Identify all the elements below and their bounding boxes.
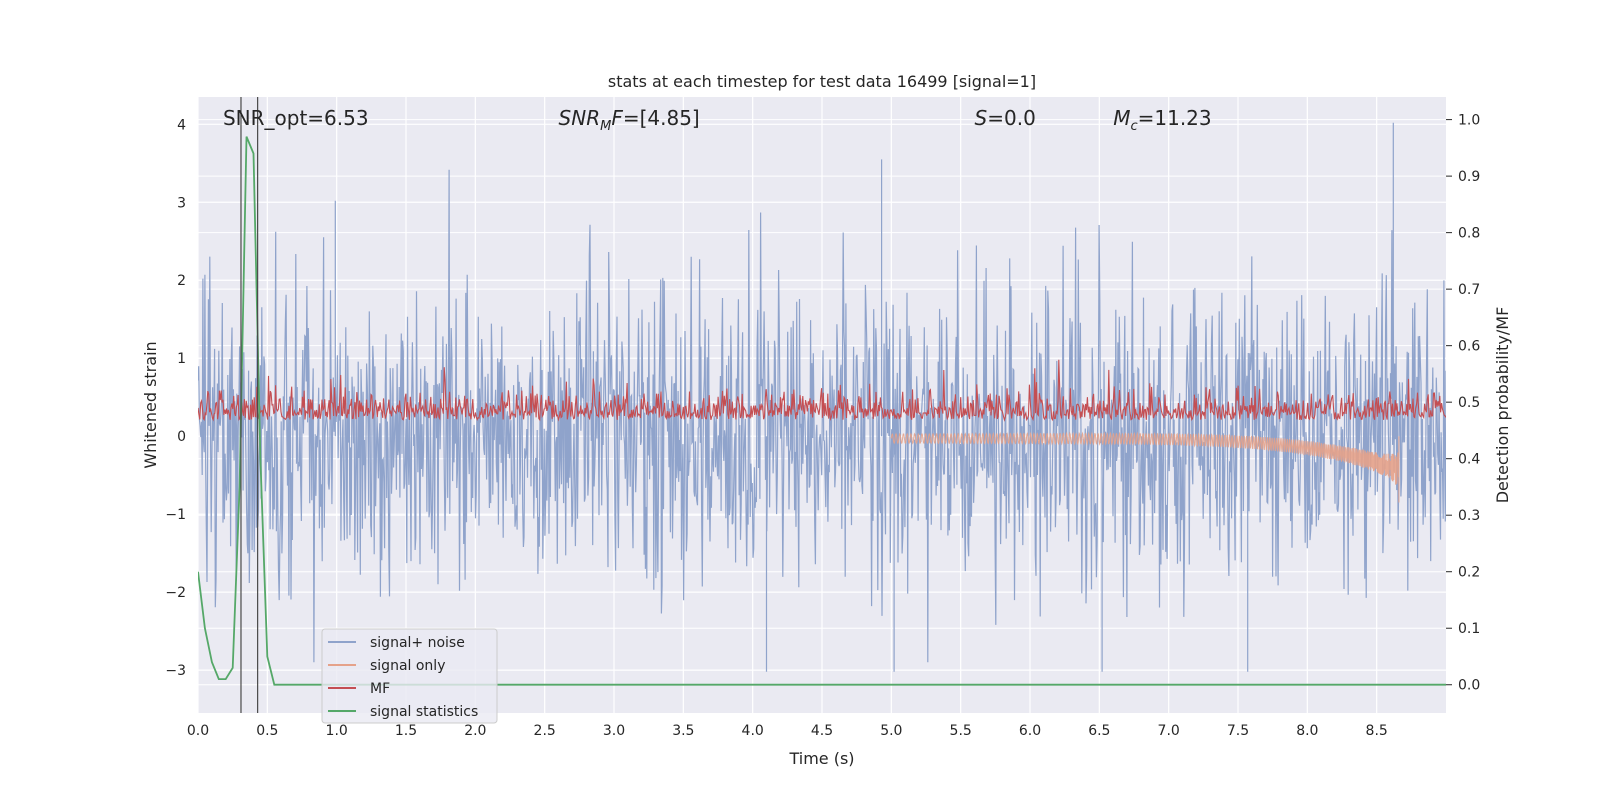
annotation-snr-mf: SNRMF=[4.85] [559,106,700,134]
x-tick-label: 5.5 [950,723,972,739]
y-right-tick-label: 0.1 [1458,621,1480,637]
annotation-mc: Mc=11.23 [1113,106,1211,134]
x-tick-label: 3.0 [603,723,625,739]
annotation-snr-mf-rest: F [611,106,623,130]
series-signal-noise [198,122,1446,672]
x-tick-label: 4.5 [811,723,833,739]
y-right-tick-label: 0.3 [1458,508,1480,524]
series-mf [198,359,1446,422]
x-axis-ticks: 0.0 0.5 1.0 1.5 2.0 2.5 3.0 3.5 4.0 4.5 5.0 5.5 6.0 6… [187,723,1388,739]
y-tick-label: −2 [165,585,186,601]
y-right-tick-label: 0.0 [1458,678,1480,694]
vertical-markers [240,97,259,713]
x-tick-label: 7.0 [1158,723,1180,739]
y-right-tick-label: 1.0 [1458,113,1480,129]
y-right-tick-label: 0.7 [1458,282,1480,298]
y-tick-label: −1 [165,507,186,523]
y-tick-label: 4 [177,117,186,133]
series-signal-statistics [198,136,1446,686]
x-tick-label: 1.5 [395,723,417,739]
legend-box [321,628,498,724]
annotation-snr-opt: SNR_opt=6.53 [223,106,369,130]
x-axis-label: Time (s) [788,749,854,768]
series-layer [198,97,1446,713]
y-right-tick-label: 0.9 [1458,169,1480,185]
annotation-mc-sub: c [1130,119,1137,134]
y-axis-right-label: Detection probability/MF [1493,307,1512,504]
x-tick-label: 0.5 [256,723,278,739]
legend-label: signal only [370,658,445,674]
annotation-s-value: =0.0 [987,106,1036,130]
x-tick-label: 7.5 [1227,723,1249,739]
x-tick-label: 1.0 [326,723,348,739]
x-tick-label: 0.0 [187,723,209,739]
y-axis-right-ticks: 0.0 0.1 0.2 0.3 0.4 0.5 0.6 0.7 0.8 0.9 1.0 [1446,113,1480,694]
y-right-tick-label: 0.8 [1458,226,1480,242]
y-right-tick-label: 0.2 [1458,565,1480,581]
annotation-snr-mf-value: =[4.85] [623,106,700,130]
x-tick-label: 2.0 [464,723,486,739]
chart-title: stats at each timestep for test data 164… [608,72,1036,91]
y-tick-label: −3 [165,663,186,679]
y-tick-label: 1 [177,351,186,367]
x-tick-label: 8.5 [1366,723,1388,739]
x-tick-label: 6.0 [1019,723,1041,739]
y-tick-label: 3 [177,195,186,211]
y-tick-label: 2 [177,273,186,289]
x-tick-label: 3.5 [672,723,694,739]
annotation-s-var: S [975,106,988,130]
legend-label: signal statistics [370,704,478,720]
x-tick-label: 2.5 [534,723,556,739]
y-axis-label: Whitened strain [141,341,160,468]
y-right-tick-label: 0.5 [1458,395,1480,411]
annotation-snr-mf-base: SNR [559,106,601,130]
annotation-mc-var: M [1113,106,1130,130]
annotation-s: S=0.0 [975,106,1036,130]
legend-label: MF [370,681,390,697]
y-right-tick-label: 0.4 [1458,452,1480,468]
x-tick-label: 5.0 [880,723,902,739]
x-tick-label: 4.0 [742,723,764,739]
y-right-tick-label: 0.6 [1458,339,1480,355]
annotation-snr-mf-sub: M [600,119,611,134]
y-axis-ticks: −3 −2 −1 0 1 2 3 4 [165,117,186,679]
legend-label: signal+ noise [370,635,465,651]
series-signal-only [890,431,1400,503]
y-tick-label: 0 [177,429,186,445]
annotation-mc-value: =11.23 [1138,106,1212,130]
x-tick-label: 8.0 [1296,723,1318,739]
x-tick-label: 6.5 [1088,723,1110,739]
legend: signal+ noise signal only MF signal statist… [321,628,498,724]
